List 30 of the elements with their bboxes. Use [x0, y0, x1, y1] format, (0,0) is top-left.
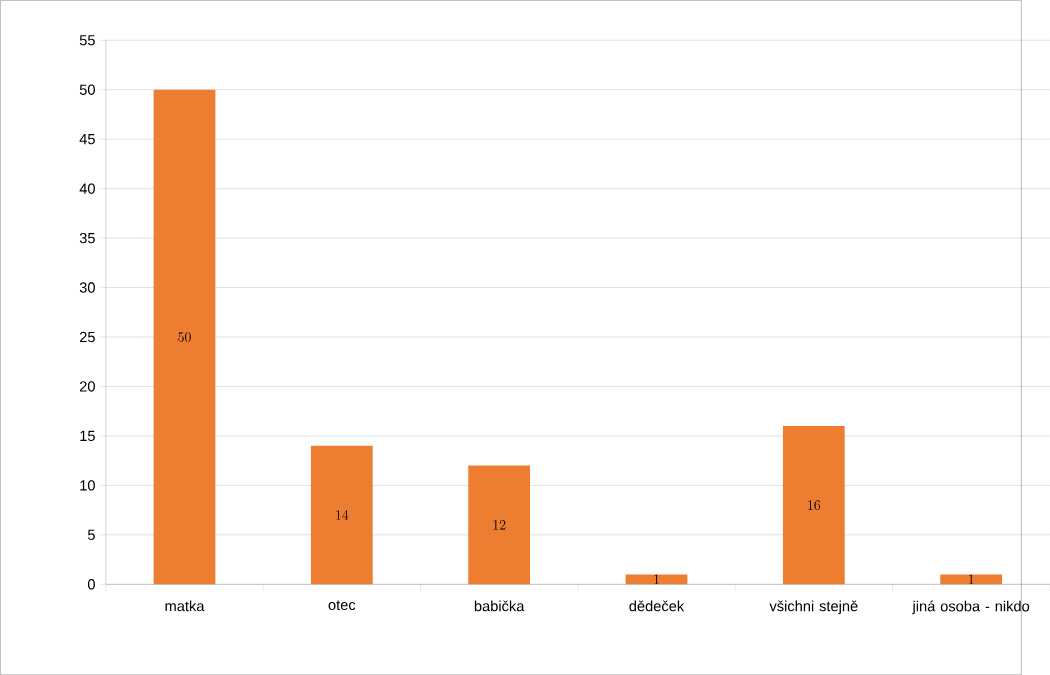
data-label: 14: [336, 509, 349, 520]
bar: [782, 425, 845, 585]
y-tick-label: 35: [79, 232, 95, 244]
y-tick-label: 10: [80, 480, 95, 491]
x-tick-label: všichni stejně: [769, 600, 858, 615]
y-tick-label: 25: [79, 331, 95, 343]
x-tick-label: matka: [165, 600, 205, 612]
y-tick-label: 55: [79, 35, 95, 46]
data-label: 50: [178, 332, 191, 342]
bar: [625, 574, 688, 585]
x-tick-label: babička: [474, 600, 525, 612]
bar: [468, 465, 531, 585]
data-label: 12: [493, 520, 506, 530]
bar: [153, 89, 216, 585]
y-tick-label: 5: [87, 529, 95, 540]
y-tick-label: 45: [79, 133, 95, 145]
y-tick-label: 50: [79, 84, 95, 95]
y-tick-label: 30: [79, 282, 95, 293]
y-tick-label: 15: [80, 430, 95, 441]
data-label: 16: [808, 500, 821, 510]
y-tick-label: 40: [79, 183, 95, 194]
data-label: 1: [969, 574, 974, 584]
data-label: 1: [654, 574, 659, 584]
x-tick-label: jiná osoba - nikdo: [912, 600, 1030, 615]
x-tick-label: dědeček: [629, 600, 685, 612]
x-tick-label: otec: [328, 600, 356, 610]
y-tick-label: 20: [79, 381, 95, 392]
bar: [310, 445, 373, 585]
bar: [940, 574, 1003, 585]
y-tick-label: 0: [87, 579, 95, 590]
